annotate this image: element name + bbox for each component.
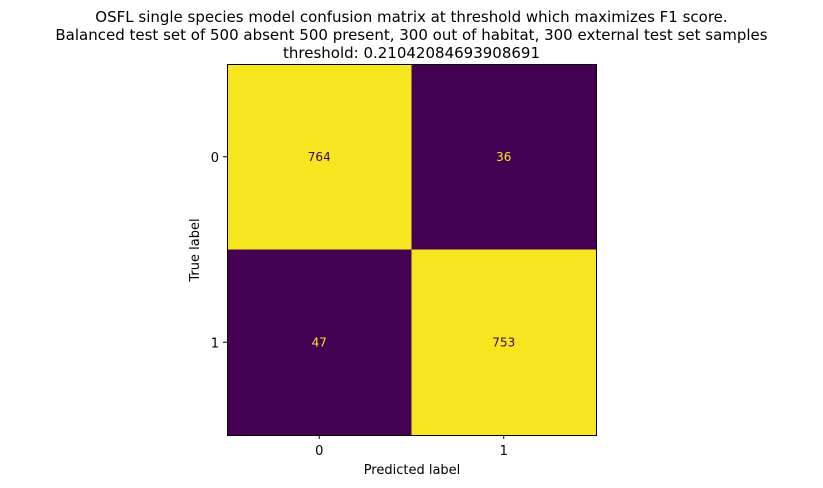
y-tick-label-1: 1 — [211, 336, 219, 351]
matrix-cell-1-0 — [227, 249, 412, 436]
matrix-cell-0-0 — [227, 64, 412, 250]
cell-value-1-1: 753 — [492, 335, 515, 349]
matrix-cells — [227, 64, 597, 436]
y-axis-label: True label — [188, 218, 203, 282]
title-line-2: Balanced test set of 500 absent 500 pres… — [55, 26, 768, 44]
x-tick-label-0: 0 — [315, 444, 323, 459]
x-axis-label: Predicted label — [364, 463, 461, 478]
matrix-cell-labels: 764 36 47 753 — [308, 150, 515, 350]
cell-value-1-0: 47 — [312, 335, 327, 349]
chart-title: OSFL single species model confusion matr… — [0, 8, 823, 62]
matrix-cell-0-1 — [411, 64, 597, 250]
x-tick-label-1: 1 — [500, 444, 508, 459]
cell-value-0-1: 36 — [496, 150, 511, 164]
title-line-3: threshold: 0.21042084693908691 — [282, 44, 540, 62]
plot-frame — [227, 64, 597, 436]
cell-value-0-0: 764 — [308, 150, 331, 164]
title-line-1: OSFL single species model confusion matr… — [95, 8, 728, 26]
matrix-cell-1-1 — [411, 249, 597, 436]
y-tick-label-0: 0 — [211, 151, 219, 166]
y-axis-ticks: 01 — [211, 151, 227, 351]
